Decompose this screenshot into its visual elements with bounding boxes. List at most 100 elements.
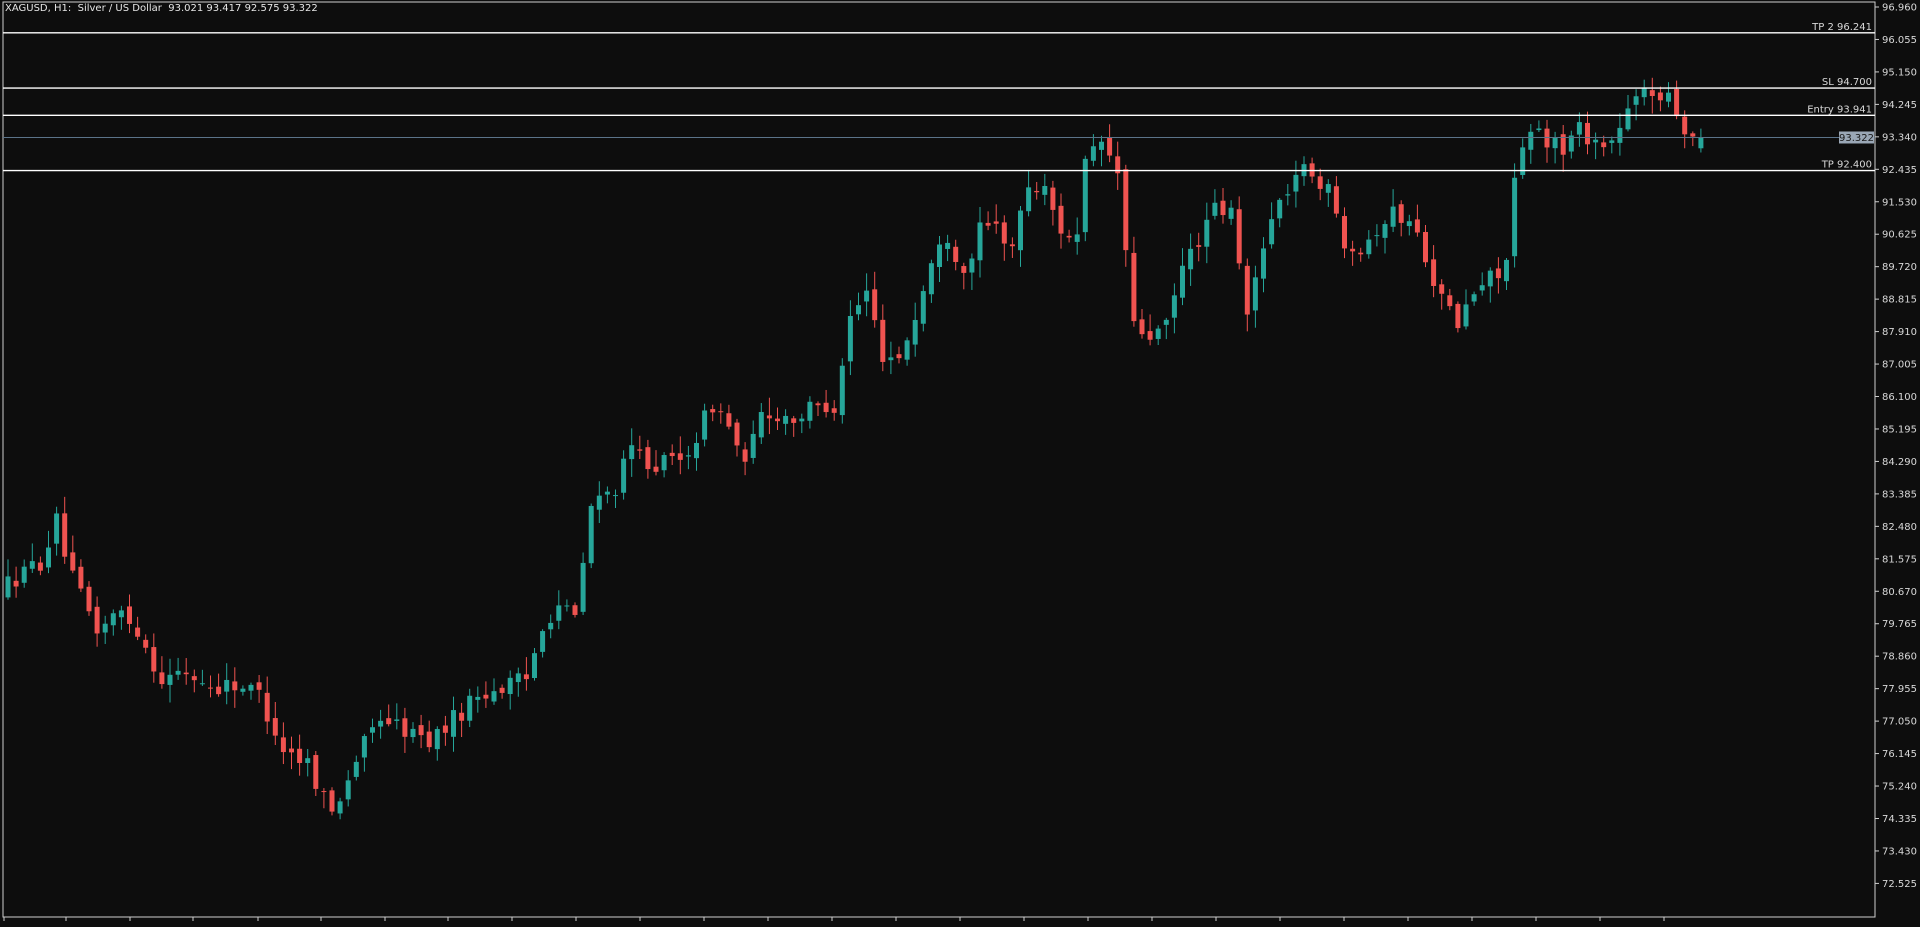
candle xyxy=(1350,240,1356,266)
candle-body xyxy=(256,682,262,690)
candle xyxy=(451,696,456,752)
time-axis[interactable]: 6 Jan 20267 Jan 06:007 Jan 14:007 Jan 22… xyxy=(3,917,1730,927)
y-tick-label: 89.720 xyxy=(1882,262,1917,273)
candle xyxy=(1366,230,1372,259)
candle xyxy=(1252,265,1258,328)
candle-body xyxy=(1682,116,1688,135)
candle-body xyxy=(1641,87,1647,98)
candle xyxy=(175,657,181,680)
candle-body xyxy=(1536,128,1542,131)
candle xyxy=(1601,135,1607,157)
candle-body xyxy=(896,354,902,359)
candle xyxy=(280,722,286,765)
candle xyxy=(1568,130,1574,159)
candle xyxy=(289,736,294,770)
candle xyxy=(912,302,918,357)
candle-body xyxy=(5,576,11,598)
candle-body xyxy=(1495,268,1501,279)
candle-body xyxy=(191,676,197,681)
candle-body xyxy=(1576,122,1582,135)
y-tick-label: 80.670 xyxy=(1882,587,1917,598)
candle xyxy=(264,676,270,735)
candle-body xyxy=(1657,92,1663,101)
candle xyxy=(29,543,35,573)
candle xyxy=(750,420,756,464)
candle xyxy=(1455,301,1461,333)
candle-body xyxy=(1382,224,1388,238)
candle-body xyxy=(475,696,481,700)
y-tick-label: 81.575 xyxy=(1882,554,1917,565)
candle-body xyxy=(1479,285,1485,291)
level-label: Entry 93.941 xyxy=(1807,104,1872,115)
price-axis[interactable]: 96.960 96.055 95.150 94.245 93.340 92.435 91.5… xyxy=(1875,3,1917,890)
candle xyxy=(1147,314,1153,346)
candle-body xyxy=(151,647,157,672)
candle-body xyxy=(434,729,440,750)
candle xyxy=(645,439,651,479)
candle xyxy=(1560,125,1566,172)
candle-body xyxy=(1009,244,1015,247)
candle xyxy=(1585,111,1590,155)
candle-body xyxy=(361,736,367,758)
candle-body xyxy=(1131,252,1137,322)
candle xyxy=(734,418,740,457)
candle-body xyxy=(766,415,772,419)
candle xyxy=(1107,124,1113,163)
y-tick-label: 93.340 xyxy=(1882,132,1917,143)
candle-body xyxy=(1390,206,1396,227)
candle xyxy=(596,481,602,524)
candle xyxy=(1504,257,1509,290)
candle-body xyxy=(694,442,699,459)
candle xyxy=(791,415,797,437)
candle-body xyxy=(945,242,951,249)
candle-body xyxy=(1333,186,1339,214)
candle-body xyxy=(880,319,886,362)
candle xyxy=(475,686,481,713)
candle-body xyxy=(240,688,246,692)
candle xyxy=(159,656,165,689)
candle xyxy=(86,581,92,616)
candle-body xyxy=(823,402,829,413)
candle xyxy=(758,403,764,444)
y-tick-label: 87.005 xyxy=(1882,360,1917,371)
candle-body xyxy=(329,790,335,812)
candle xyxy=(961,262,967,290)
candle xyxy=(62,496,68,564)
candle xyxy=(151,633,157,683)
candle-body xyxy=(483,694,489,699)
candle xyxy=(580,552,586,615)
candle xyxy=(685,445,691,470)
candle xyxy=(937,235,942,283)
candle-body xyxy=(135,627,141,637)
candle xyxy=(1236,196,1242,270)
candle-body xyxy=(1026,187,1032,212)
candle-body xyxy=(645,447,651,470)
candle-body xyxy=(167,674,173,685)
candle xyxy=(1293,160,1299,208)
candle xyxy=(1544,119,1550,163)
candle-body xyxy=(1585,122,1590,145)
y-tick-label: 79.765 xyxy=(1882,619,1917,630)
candle-body xyxy=(985,222,991,226)
candle xyxy=(783,409,789,435)
candle xyxy=(434,726,440,761)
candle xyxy=(815,401,821,416)
candle-body xyxy=(1358,252,1364,255)
candle-body xyxy=(78,566,84,589)
y-tick-label: 76.145 xyxy=(1882,749,1917,760)
candle-body xyxy=(1204,219,1210,247)
candle xyxy=(402,707,408,753)
candle xyxy=(694,432,699,471)
candle-body xyxy=(799,418,805,422)
candle-body xyxy=(872,289,878,321)
candle-body xyxy=(637,449,643,451)
level-label: TP 92.400 xyxy=(1821,160,1872,171)
candle-body xyxy=(1633,96,1639,105)
candle-body xyxy=(289,748,294,753)
candle-body xyxy=(1325,184,1331,193)
candle-body xyxy=(1520,147,1526,176)
candle-body xyxy=(1317,176,1323,189)
candle xyxy=(1674,80,1680,120)
